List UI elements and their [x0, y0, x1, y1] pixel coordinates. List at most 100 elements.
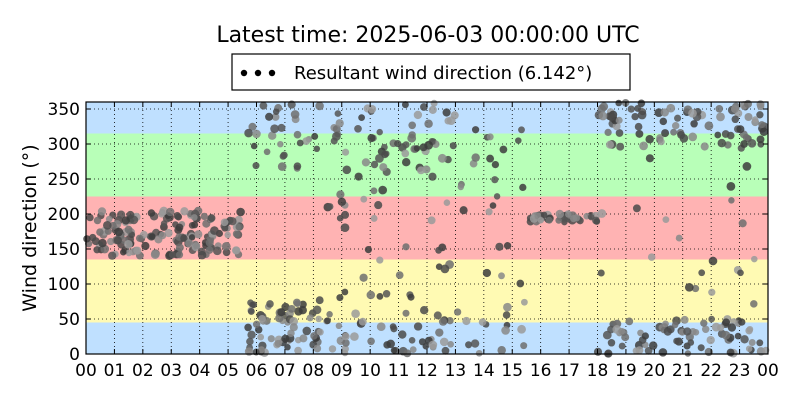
legend-marker-dot: [268, 69, 276, 77]
data-point: [730, 318, 738, 325]
data-point: [312, 305, 322, 315]
data-point: [743, 99, 753, 108]
data-point: [747, 139, 757, 148]
data-point: [205, 246, 214, 254]
data-point: [727, 323, 737, 332]
data-point: [124, 225, 133, 234]
data-point: [326, 203, 334, 211]
data-point: [376, 256, 384, 264]
data-point: [658, 348, 668, 357]
data-point: [164, 229, 173, 238]
legend-marker-dot: [254, 69, 262, 77]
data-point: [486, 154, 495, 163]
data-point: [605, 140, 615, 149]
data-point: [634, 104, 642, 112]
data-point: [485, 208, 493, 216]
data-point: [97, 207, 107, 216]
data-point: [704, 347, 713, 357]
data-point: [683, 327, 692, 336]
data-point: [341, 349, 349, 357]
data-point: [493, 193, 501, 200]
data-point: [83, 235, 91, 243]
data-point: [736, 125, 745, 134]
data-point: [748, 339, 756, 346]
data-point: [375, 154, 384, 163]
data-point: [96, 228, 104, 236]
data-point: [222, 248, 231, 257]
data-point: [751, 116, 759, 123]
data-point: [91, 237, 100, 246]
data-point: [247, 307, 255, 315]
data-point: [424, 119, 433, 128]
data-point: [379, 163, 388, 172]
data-point: [148, 233, 156, 240]
data-point: [675, 234, 683, 242]
data-point: [147, 209, 156, 217]
x-tick-label: 12: [416, 361, 438, 381]
data-point: [168, 251, 177, 259]
data-point: [180, 207, 189, 216]
data-point: [745, 327, 753, 335]
data-point: [517, 324, 526, 334]
data-point: [569, 214, 578, 223]
data-point: [175, 251, 184, 259]
data-point: [751, 255, 758, 263]
data-point: [367, 134, 376, 143]
data-point: [407, 293, 415, 301]
data-point: [267, 335, 275, 343]
data-point: [366, 290, 376, 300]
data-point: [704, 121, 714, 131]
data-point: [212, 246, 222, 256]
x-tick-label: 10: [359, 361, 381, 381]
data-point: [687, 339, 695, 346]
y-tick-label: 0: [69, 345, 80, 365]
data-point: [274, 339, 282, 348]
data-point: [738, 219, 747, 228]
data-point: [313, 344, 322, 353]
scatter-points: [83, 99, 770, 358]
data-point: [367, 337, 375, 346]
legend-label: Resultant wind direction (6.142°): [294, 63, 592, 84]
data-point: [401, 101, 409, 109]
data-point: [645, 154, 654, 163]
data-point: [190, 214, 198, 221]
data-point: [315, 296, 324, 305]
data-point: [442, 108, 451, 117]
data-point: [409, 346, 417, 353]
data-point: [370, 160, 379, 169]
data-point: [120, 248, 127, 256]
data-point: [210, 226, 219, 235]
data-point: [232, 230, 241, 238]
data-point: [677, 130, 686, 139]
data-point: [750, 300, 758, 308]
data-point: [121, 216, 130, 225]
data-point: [482, 268, 492, 278]
data-point: [289, 323, 298, 332]
x-tick-label: 01: [104, 361, 126, 381]
data-point: [268, 131, 277, 140]
data-point: [503, 242, 512, 250]
x-tick-label: 23: [729, 361, 751, 381]
data-point: [491, 176, 499, 184]
data-point: [289, 316, 299, 326]
data-point: [98, 238, 107, 248]
data-point: [335, 119, 344, 128]
data-point: [470, 339, 480, 348]
x-tick-label: 13: [445, 361, 467, 381]
data-point: [402, 243, 410, 251]
data-point: [565, 211, 572, 218]
data-point: [635, 129, 644, 138]
data-point: [450, 111, 459, 120]
data-point: [495, 242, 504, 251]
data-point: [270, 124, 279, 134]
data-point: [654, 108, 664, 117]
data-point: [247, 330, 256, 340]
data-point: [690, 120, 698, 128]
data-point: [446, 317, 454, 325]
data-point: [299, 300, 307, 309]
data-point: [745, 345, 753, 352]
data-point: [428, 105, 437, 114]
data-point: [360, 195, 368, 203]
data-point: [457, 183, 465, 191]
